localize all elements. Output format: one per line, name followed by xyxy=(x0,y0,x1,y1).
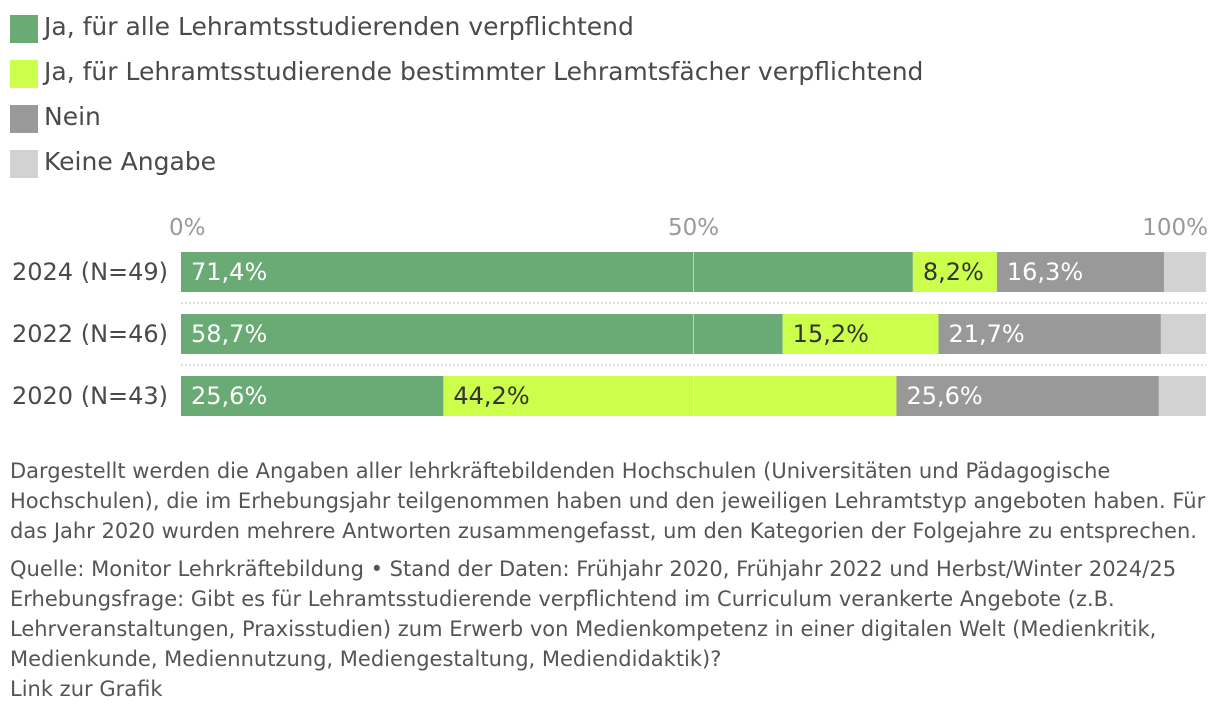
bar-segment xyxy=(443,376,897,416)
data-label: 15,2% xyxy=(793,320,869,348)
bar-segment xyxy=(181,376,444,416)
notes: Dargestellt werden die Angaben aller leh… xyxy=(10,456,1210,704)
bar-segment xyxy=(912,252,997,292)
bar-segment xyxy=(181,314,783,354)
chart-link[interactable]: Link zur Grafik xyxy=(10,677,163,701)
bar-segment xyxy=(1160,314,1206,354)
x-tick-label: 100% xyxy=(1142,215,1208,241)
data-label: 44,2% xyxy=(453,382,529,410)
data-label: 71,4% xyxy=(191,258,267,286)
legend-label: Ja, für alle Lehramtsstudierenden verpfl… xyxy=(44,12,634,41)
data-label: 25,6% xyxy=(906,382,982,410)
data-label: 21,7% xyxy=(948,320,1024,348)
bar-segment xyxy=(938,314,1161,354)
stacked-bar-chart: 0% 50% 100% 2024 (N=49) 71,4% 8,2% 16,3% 2022 (… xyxy=(12,215,1208,416)
category-label: 2024 (N=49) xyxy=(12,258,168,286)
legend-item: Keine Angabe xyxy=(10,143,1010,187)
bar-segment xyxy=(782,314,939,354)
legend-swatch xyxy=(10,15,38,43)
bar-segment xyxy=(1163,252,1206,292)
x-tick-label: 0% xyxy=(169,215,206,241)
legend-item: Ja, für Lehramtsstudierende bestimmter L… xyxy=(10,53,1010,97)
bar-segment xyxy=(181,252,913,292)
bar-segment xyxy=(896,376,1159,416)
data-label: 16,3% xyxy=(1007,258,1083,286)
legend-label: Nein xyxy=(44,102,101,131)
category-label: 2022 (N=46) xyxy=(12,320,168,348)
legend-label: Ja, für Lehramtsstudierende bestimmter L… xyxy=(44,57,924,86)
x-tick-label: 50% xyxy=(668,215,719,241)
data-label: 25,6% xyxy=(191,382,267,410)
category-label: 2020 (N=43) xyxy=(12,382,168,410)
legend-item: Nein xyxy=(10,98,1010,142)
bar-segment xyxy=(1158,376,1206,416)
source-text: Quelle: Monitor Lehrkräftebildung • Stan… xyxy=(10,557,1177,581)
bar-segment xyxy=(996,252,1164,292)
data-label: 8,2% xyxy=(923,258,984,286)
legend-swatch xyxy=(10,60,38,88)
legend-swatch xyxy=(10,105,38,133)
legend-item: Ja, für alle Lehramtsstudierenden verpfl… xyxy=(10,8,1010,52)
survey-question: Erhebungsfrage: Gibt es für Lehramtsstud… xyxy=(10,587,1157,671)
chart-description: Dargestellt werden die Angaben aller leh… xyxy=(10,459,1206,543)
data-label: 58,7% xyxy=(191,320,267,348)
legend-label: Keine Angabe xyxy=(44,147,217,176)
legend-swatch xyxy=(10,150,38,178)
